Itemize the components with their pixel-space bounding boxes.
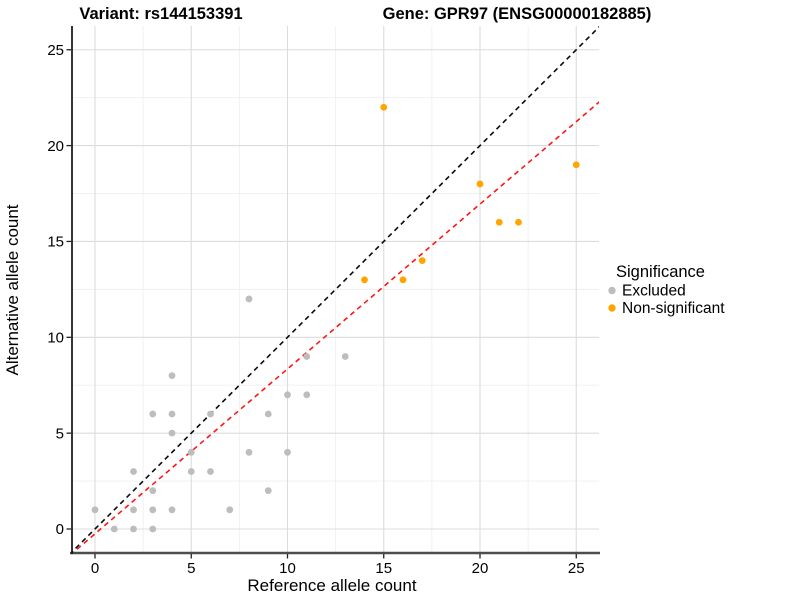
data-point-excluded (168, 506, 176, 514)
x-tick-label: 5 (187, 560, 195, 577)
x-tick-label: 0 (91, 560, 99, 577)
data-point-non-significant (361, 276, 368, 284)
legend-dot-non-significant-icon (608, 304, 616, 312)
minor-gridlines (72, 26, 599, 553)
y-tick-label: 0 (56, 521, 64, 538)
data-point-non-significant (380, 103, 388, 111)
plot-title-variant: Variant: rs144153391 (79, 5, 242, 23)
axis-tick-marks (66, 49, 577, 559)
data-point-excluded (226, 506, 234, 514)
data-point-excluded (130, 468, 137, 475)
data-point-excluded (187, 448, 195, 456)
data-point-excluded (303, 353, 311, 360)
data-point-excluded (149, 410, 157, 418)
legend-label-excluded: Excluded (622, 283, 686, 300)
data-point-excluded (130, 506, 137, 514)
data-point-excluded (130, 525, 137, 533)
x-tick-label: 25 (568, 560, 585, 577)
data-point-non-significant (476, 180, 484, 188)
data-point-non-significant (418, 257, 426, 265)
data-point-excluded (187, 468, 195, 475)
data-point-excluded (91, 506, 99, 514)
x-tick-label: 10 (279, 560, 296, 577)
data-point-excluded (168, 410, 176, 418)
data-point-excluded (264, 487, 272, 495)
data-point-excluded (149, 525, 157, 533)
data-point-excluded (110, 525, 118, 533)
legend-title: Significance (616, 263, 705, 281)
data-point-excluded (207, 410, 214, 418)
regression-line (72, 101, 599, 553)
data-point-excluded (303, 391, 311, 399)
data-point-excluded (149, 506, 157, 514)
y-tick-label: 25 (47, 42, 64, 59)
data-point-excluded (284, 448, 291, 456)
data-point-excluded (341, 353, 349, 360)
reference-lines (72, 26, 599, 553)
y-tick-label: 15 (47, 234, 64, 251)
axis-tick-labels: 0 5 10 15 20 25 0 5 10 15 20 25 (47, 42, 584, 577)
y-tick-label: 10 (47, 330, 64, 347)
y-tick-label: 20 (47, 138, 64, 155)
data-point-non-significant (495, 218, 503, 226)
data-point-non-significant (572, 161, 580, 169)
x-axis-label: Reference allele count (247, 576, 416, 595)
data-point-excluded (168, 429, 176, 437)
y-tick-label: 5 (56, 425, 64, 442)
data-point-excluded (245, 448, 253, 456)
y-axis-label: Alternative allele count (3, 204, 22, 375)
data-point-excluded (284, 391, 291, 399)
legend-dot-excluded-icon (608, 286, 616, 295)
identity-line (72, 26, 599, 553)
data-points (91, 103, 580, 533)
data-point-non-significant (399, 276, 407, 284)
x-tick-label: 15 (375, 560, 392, 577)
data-point-excluded (264, 410, 272, 418)
legend: Significance Excluded Non-significant (608, 263, 725, 317)
data-point-excluded (245, 295, 253, 303)
x-tick-label: 20 (472, 560, 489, 577)
major-gridlines (72, 26, 599, 553)
data-point-excluded (149, 487, 157, 495)
plot-title-gene: Gene: GPR97 (ENSG00000182885) (383, 5, 652, 23)
data-point-excluded (207, 468, 214, 475)
data-point-non-significant (515, 218, 522, 226)
legend-label-non-significant: Non-significant (622, 300, 725, 317)
data-point-excluded (168, 372, 176, 380)
axis-lines (70, 26, 600, 555)
